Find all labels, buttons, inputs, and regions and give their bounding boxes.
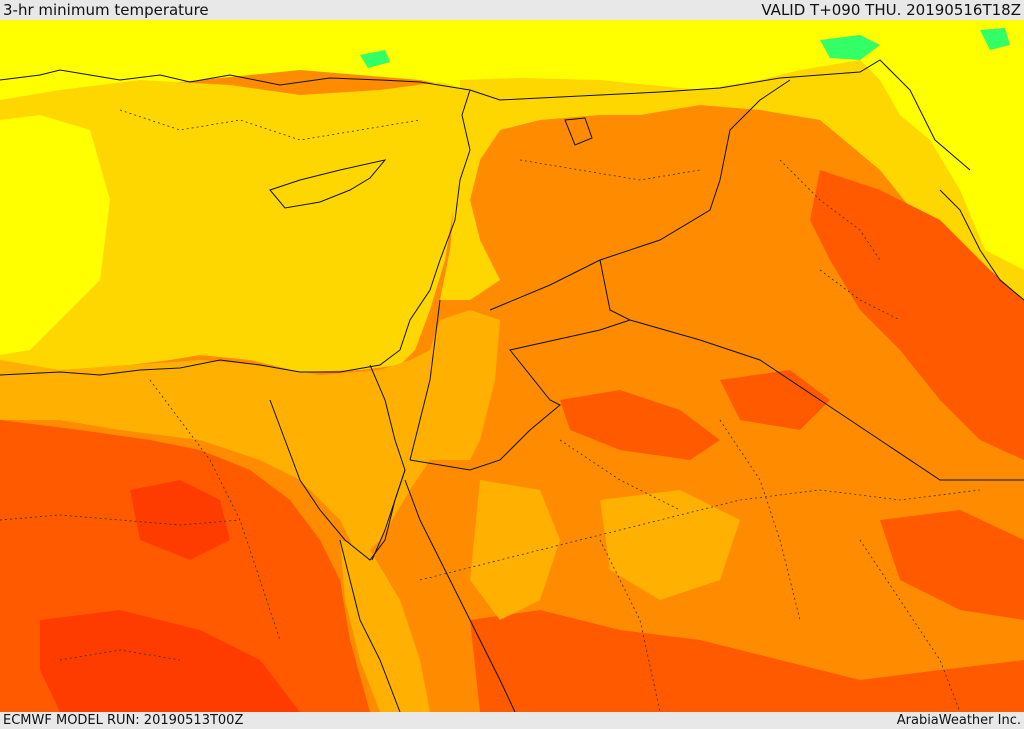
- valid-time: VALID T+090 THU. 20190516T18Z: [761, 1, 1021, 19]
- border-iraq-saudi: [629, 319, 1024, 481]
- amber-arabia-central: [600, 490, 740, 600]
- border-jordan-saudi: [409, 259, 632, 471]
- deep-orange-arabia-sw: [470, 610, 1024, 712]
- coastline-persian-gulf: [939, 189, 1024, 301]
- red-orange-egypt-core: [40, 610, 300, 712]
- border-egypt-israel: [369, 364, 406, 471]
- red-orange-egypt-spot: [130, 480, 230, 560]
- coastline-red-sea-west: [339, 539, 401, 712]
- cyprus-outline: [269, 159, 387, 209]
- green-caucasus: [820, 35, 880, 60]
- yellow-west-sea: [0, 115, 110, 355]
- model-run: ECMWF MODEL RUN: 20190513T00Z: [3, 713, 244, 728]
- green-iran: [980, 28, 1010, 50]
- map-title: 3-hr minimum temperature: [3, 1, 209, 19]
- province-lines-egypt: [0, 379, 281, 661]
- deep-orange-iraq: [810, 170, 1024, 460]
- coastline-gulf-aqaba: [371, 469, 406, 561]
- deep-orange-patch-3: [880, 510, 1024, 620]
- province-lines-north: [119, 109, 901, 321]
- deep-orange-patch-1: [560, 390, 720, 460]
- coastline-sinai-gulf-suez: [269, 399, 406, 561]
- border-syria-iraq: [489, 79, 791, 311]
- border-turkey-syria: [469, 59, 971, 171]
- amber-redsea: [340, 540, 430, 712]
- amber-egypt-band: [0, 310, 500, 560]
- gold-band: [440, 60, 1024, 310]
- mediterranean-sea: [0, 80, 470, 372]
- footer-bar: ECMWF MODEL RUN: 20190513T00Z ArabiaWeat…: [0, 712, 1024, 729]
- coastline-red-sea-east: [404, 479, 516, 712]
- lake-outline: [564, 117, 593, 146]
- border-jordan-river: [409, 299, 441, 461]
- credit: ArabiaWeather Inc.: [896, 713, 1021, 728]
- deep-orange-patch-2: [720, 370, 830, 430]
- coastline-turkey-levant: [0, 69, 471, 376]
- yellow-east-zone: [880, 50, 1024, 290]
- header-bar: 3-hr minimum temperature VALID T+090 THU…: [0, 0, 1024, 20]
- green-turkey: [360, 50, 390, 68]
- amber-hejaz: [470, 480, 560, 620]
- temperature-map[interactable]: [0, 20, 1024, 712]
